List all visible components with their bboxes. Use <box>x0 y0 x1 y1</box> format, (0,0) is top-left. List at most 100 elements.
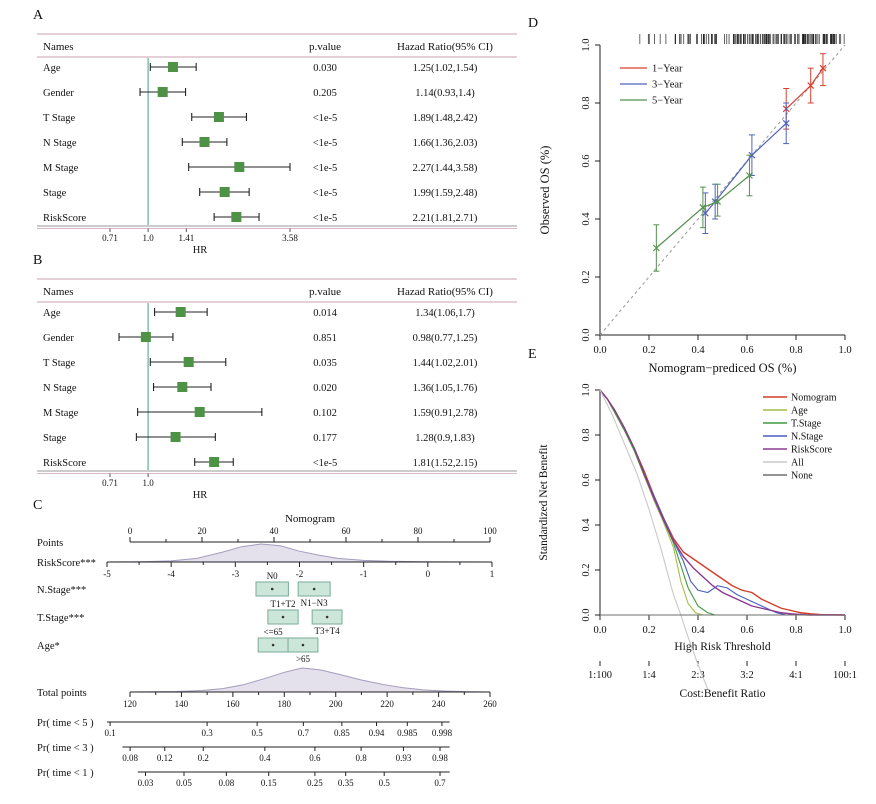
svg-text:1:100: 1:100 <box>588 670 612 681</box>
calibration-plot: 0.00.0 0.2 0.2 0.4 0.4 0.6 0.6 0.8 0.8 1.0 1.0 Nomo… <box>538 34 852 375</box>
svg-text:N Stage: N Stage <box>43 138 77 149</box>
svg-text:<=65: <=65 <box>264 627 284 637</box>
panel-b-label: B <box>33 253 43 268</box>
svg-text:Names: Names <box>43 286 74 298</box>
svg-text:0.6: 0.6 <box>740 625 753 636</box>
svg-text:0.98(0.77,1.25): 0.98(0.77,1.25) <box>413 333 478 344</box>
svg-text:1.34(1.06,1.7): 1.34(1.06,1.7) <box>415 308 475 319</box>
svg-text:1.66(1.36,2.03): 1.66(1.36,2.03) <box>413 138 478 149</box>
svg-text:<1e-5: <1e-5 <box>313 138 338 149</box>
svg-text:None: None <box>791 471 813 482</box>
panel-e-label: E <box>528 347 537 362</box>
svg-text:0.98: 0.98 <box>432 753 448 763</box>
svg-text:140: 140 <box>175 699 189 709</box>
forest-plot-univariate: Names p.value Hazad Ratio(95% CI) Age 0.030 1… <box>37 33 517 256</box>
svg-text:0.6: 0.6 <box>740 345 753 356</box>
svg-text:1.0: 1.0 <box>142 233 154 243</box>
svg-text:Age*: Age* <box>37 641 60 652</box>
svg-text:0.71: 0.71 <box>102 233 118 243</box>
svg-text:RiskScore: RiskScore <box>791 445 833 456</box>
svg-text:Nomogram: Nomogram <box>285 513 336 525</box>
svg-text:N.Stage: N.Stage <box>791 432 824 443</box>
svg-text:-1: -1 <box>360 569 368 579</box>
svg-text:N.Stage***: N.Stage*** <box>37 585 86 596</box>
svg-text:p.value: p.value <box>309 41 341 53</box>
svg-text:1−Year: 1−Year <box>652 64 683 75</box>
svg-text:1.25(1.02,1.54): 1.25(1.02,1.54) <box>413 63 478 74</box>
svg-text:0.4: 0.4 <box>581 518 592 532</box>
svg-text:0.25: 0.25 <box>307 778 323 788</box>
svg-text:0.6: 0.6 <box>581 154 592 167</box>
svg-text:Hazad Ratio(95% CI): Hazad Ratio(95% CI) <box>397 286 493 298</box>
svg-text:0.2: 0.2 <box>642 345 655 356</box>
svg-text:-2: -2 <box>296 569 304 579</box>
svg-text:0.6: 0.6 <box>581 473 592 486</box>
svg-text:-4: -4 <box>167 569 175 579</box>
svg-text:3−Year: 3−Year <box>652 80 683 91</box>
svg-text:0.35: 0.35 <box>338 778 354 788</box>
svg-text:0.8: 0.8 <box>581 96 592 109</box>
svg-text:N1−N3: N1−N3 <box>301 598 329 608</box>
svg-text:Standardized Net Benefit: Standardized Net Benefit <box>538 444 550 561</box>
svg-text:2.21(1.81,2.71): 2.21(1.81,2.71) <box>413 213 478 224</box>
svg-text:120: 120 <box>123 699 137 709</box>
svg-text:0.0: 0.0 <box>593 345 606 356</box>
svg-text:Pr( time < 1 ): Pr( time < 1 ) <box>37 768 94 779</box>
svg-text:3.58: 3.58 <box>282 233 298 243</box>
svg-text:-5: -5 <box>103 569 111 579</box>
svg-text:0.4: 0.4 <box>581 212 592 226</box>
svg-text:RiskScore***: RiskScore*** <box>37 558 96 569</box>
svg-text:0.4: 0.4 <box>691 625 705 636</box>
svg-text:100: 100 <box>483 526 497 536</box>
nomogram-plot: Nomogram Points 0 20 40 60 80 100 RiskScore*** -5… <box>37 513 497 788</box>
svg-text:0.4: 0.4 <box>691 345 705 356</box>
svg-text:Stage: Stage <box>43 188 67 199</box>
svg-text:0.93: 0.93 <box>396 753 412 763</box>
svg-text:Pr( time < 5 ): Pr( time < 5 ) <box>37 718 94 729</box>
svg-text:Observed OS (%): Observed OS (%) <box>538 146 552 235</box>
svg-text:T Stage: T Stage <box>43 113 76 124</box>
svg-text:N0: N0 <box>267 571 278 581</box>
svg-text:0.014: 0.014 <box>313 308 337 319</box>
svg-text:0.8: 0.8 <box>789 625 802 636</box>
svg-text:0.102: 0.102 <box>313 408 337 419</box>
svg-text:0.7: 0.7 <box>298 728 310 738</box>
svg-text:Cost:Benefit Ratio: Cost:Benefit Ratio <box>680 688 766 700</box>
svg-text:All: All <box>791 458 804 469</box>
svg-text:180: 180 <box>278 699 292 709</box>
svg-text:1.41: 1.41 <box>178 233 194 243</box>
decision-curve-plot: 0.00.0 0.2 0.2 0.4 0.4 0.6 0.6 0.8 0.8 1.0 1.0 High… <box>538 383 857 700</box>
svg-text:1.36(1.05,1.76): 1.36(1.05,1.76) <box>413 383 478 394</box>
svg-text:Pr( time < 3 ): Pr( time < 3 ) <box>37 743 94 754</box>
svg-text:200: 200 <box>329 699 343 709</box>
svg-text:5−Year: 5−Year <box>652 96 683 107</box>
svg-text:0.0: 0.0 <box>581 608 592 621</box>
svg-text:Age: Age <box>43 63 61 74</box>
svg-text:2:3: 2:3 <box>691 670 704 681</box>
svg-text:4:1: 4:1 <box>789 670 802 681</box>
svg-text:0.85: 0.85 <box>334 728 350 738</box>
svg-text:1.28(0.9,1.83): 1.28(0.9,1.83) <box>415 433 475 444</box>
svg-text:0.94: 0.94 <box>369 728 385 738</box>
svg-text:Names: Names <box>43 41 74 53</box>
svg-text:0.6: 0.6 <box>309 753 321 763</box>
svg-text:240: 240 <box>432 699 446 709</box>
svg-text:1.0: 1.0 <box>581 38 592 51</box>
svg-text:0: 0 <box>128 526 133 536</box>
svg-text:<1e-5: <1e-5 <box>313 213 338 224</box>
svg-text:N Stage: N Stage <box>43 383 77 394</box>
svg-text:T.Stage***: T.Stage*** <box>37 613 84 624</box>
svg-text:0.985: 0.985 <box>397 728 418 738</box>
svg-text:0.08: 0.08 <box>218 778 234 788</box>
svg-text:0.7: 0.7 <box>434 778 446 788</box>
svg-text:0.5: 0.5 <box>252 728 264 738</box>
svg-text:0: 0 <box>426 569 431 579</box>
svg-text:0.998: 0.998 <box>432 728 453 738</box>
svg-text:Gender: Gender <box>43 333 74 344</box>
forest-plot-multivariate: Names p.value Hazad Ratio(95% CI) Age 0.014 1… <box>37 278 517 501</box>
svg-text:1.99(1.59,2.48): 1.99(1.59,2.48) <box>413 188 478 199</box>
svg-text:Age: Age <box>791 406 808 417</box>
svg-text:0.030: 0.030 <box>313 63 337 74</box>
svg-text:0.0: 0.0 <box>593 625 606 636</box>
